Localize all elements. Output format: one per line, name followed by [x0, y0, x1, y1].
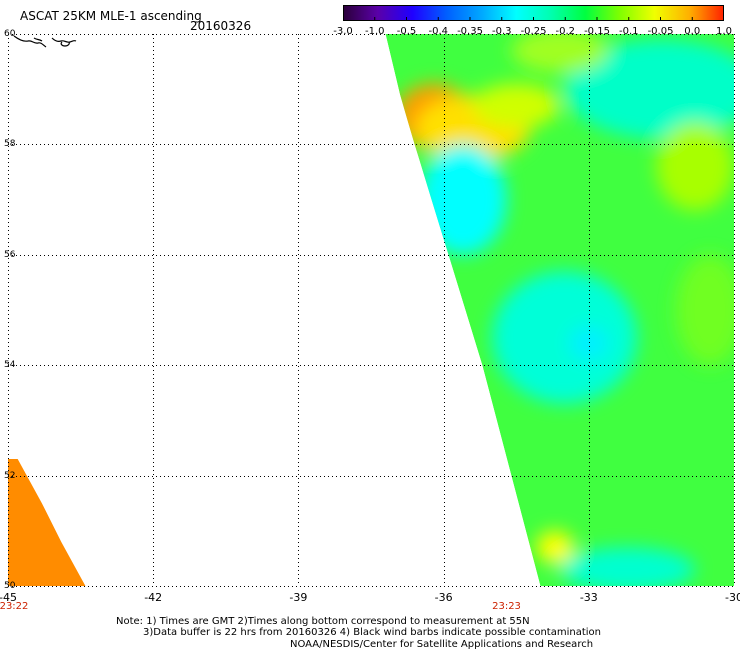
- swath-feature: [564, 39, 734, 139]
- swath-feature: [656, 122, 734, 211]
- colorbar-tick-label: -1.0: [364, 26, 385, 37]
- colorbar-tick-label: -0.05: [647, 26, 674, 37]
- lat-tick-label: 52: [4, 470, 16, 481]
- colorbar-tick-label: -0.35: [457, 26, 483, 37]
- colorbar-tick-label: 0.0: [684, 26, 701, 37]
- lon-tick-label: -36: [434, 591, 453, 604]
- colorbar-tick-label: -3.0: [333, 26, 353, 37]
- lon-tick-label: -33: [579, 591, 598, 604]
- colorbar-tick-label: -0.2: [555, 26, 576, 37]
- lon-tick-label: -42: [144, 591, 163, 604]
- swath-feature: [675, 254, 734, 366]
- lat-tick-label: 56: [4, 249, 16, 260]
- time-label: 23:23: [492, 601, 521, 612]
- swath-feature: [569, 326, 609, 360]
- note-line-1: Note: 1) Times are GMT 2)Times along bot…: [116, 616, 530, 627]
- lat-tick-label: 58: [4, 139, 16, 150]
- time-label: 23:22: [0, 601, 29, 612]
- note-line-2: 3)Data buffer is 22 hrs from 20160326 4)…: [143, 627, 601, 638]
- lon-tick-label: -39: [289, 591, 308, 604]
- colorbar-tick-label: -0.25: [520, 26, 547, 37]
- lon-tick-label: -45: [0, 591, 17, 604]
- swath-feature: [559, 547, 696, 586]
- colorbar: [343, 5, 724, 21]
- swath-feature: [511, 34, 609, 73]
- colorbar-tick-label: -0.5: [396, 26, 417, 37]
- coastline: [13, 35, 77, 48]
- grid-lines: [8, 34, 735, 587]
- chart-title: ASCAT 25KM MLE-1 ascending: [20, 9, 202, 23]
- lat-tick-label: 50: [4, 581, 16, 591]
- lat-tick-label: 60: [4, 29, 16, 39]
- swath-feature: [419, 144, 507, 255]
- lat-tick-label: 54: [4, 360, 16, 371]
- colorbar-tick-label: -0.4: [428, 26, 449, 37]
- swath-feature: [472, 83, 560, 128]
- lon-tick-label: -30: [725, 591, 740, 604]
- colorbar-tick-label: -0.1: [618, 26, 639, 37]
- colorbar-tick-label: -0.3: [491, 26, 512, 37]
- colorbar-tick-label: 1.0: [716, 26, 732, 37]
- note-line-3: NOAA/NESDIS/Center for Satellite Applica…: [290, 639, 594, 650]
- swath-west-patch: [8, 459, 86, 586]
- swath-feature: [491, 271, 638, 404]
- colorbar-tick-label: -0.15: [584, 26, 610, 37]
- swath-feature: [535, 530, 575, 564]
- chart-date: 20160326: [190, 19, 252, 33]
- swath-main: [385, 34, 734, 586]
